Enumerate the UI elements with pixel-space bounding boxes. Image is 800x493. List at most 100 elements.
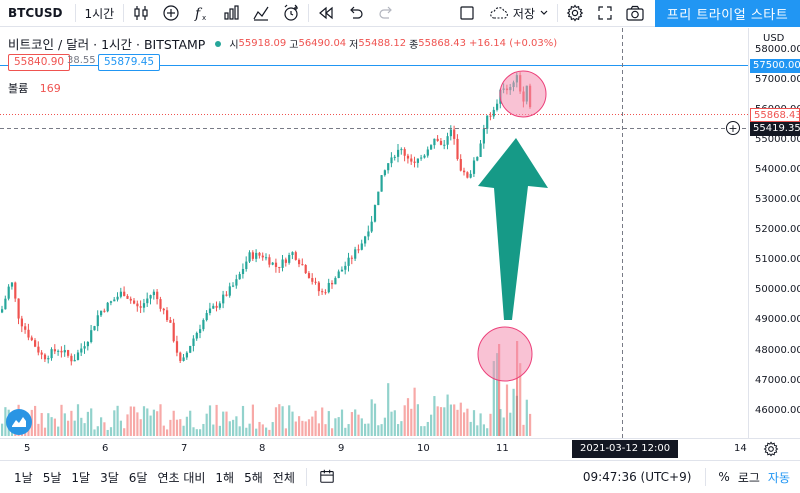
candle-body <box>496 103 499 110</box>
volume-bar <box>512 388 515 436</box>
log-toggle[interactable]: 로그 <box>737 470 760 485</box>
volume-bar <box>43 427 47 436</box>
range-button[interactable]: 1달 <box>71 470 91 485</box>
candle-body <box>37 346 40 353</box>
volume-bar <box>311 416 314 436</box>
volume-bar <box>278 404 281 436</box>
volume-bar <box>436 406 439 436</box>
candle-body <box>14 282 17 299</box>
candle-body <box>225 294 228 296</box>
candle-body <box>373 205 377 222</box>
add-compare-icon[interactable] <box>156 0 186 27</box>
candle-body <box>235 279 238 286</box>
volume-bar <box>218 425 221 436</box>
gear-icon[interactable] <box>560 0 590 27</box>
templates-icon[interactable] <box>246 0 276 27</box>
volume-bar <box>215 404 218 436</box>
range-button[interactable]: 1해 <box>215 470 235 485</box>
camera-icon[interactable] <box>620 0 650 27</box>
save-button[interactable]: 저장 <box>482 0 555 27</box>
range-button[interactable]: 5날 <box>42 470 62 485</box>
candle-body <box>472 160 476 174</box>
candle-body <box>241 268 245 275</box>
tradingview-logo[interactable] <box>6 409 32 435</box>
crosshair-plus-icon[interactable]: + <box>726 121 740 135</box>
volume-bar <box>426 421 429 436</box>
candle-body <box>413 161 416 163</box>
volume-bar <box>420 426 423 436</box>
candle-body <box>179 352 182 361</box>
candle-body <box>30 337 33 341</box>
chart-pane[interactable]: 비트코인 / 달러 · 1시간 · BITSTAMP 시 55918.09 고 … <box>0 28 748 438</box>
range-button[interactable]: 6달 <box>128 470 148 485</box>
volume-bar <box>202 423 205 436</box>
percent-toggle[interactable]: % <box>718 470 730 484</box>
fullscreen-icon[interactable] <box>590 0 620 27</box>
range-button[interactable]: 1날 <box>14 470 33 485</box>
bid-badge[interactable]: 55840.90 <box>8 54 71 71</box>
volume-bar <box>390 411 393 436</box>
candle-body <box>423 155 426 158</box>
volume-bar <box>321 407 324 436</box>
candle-body <box>175 341 179 353</box>
candle-body <box>476 156 479 161</box>
undo-icon[interactable] <box>341 0 371 27</box>
redo-icon[interactable] <box>371 0 401 27</box>
candles-icon[interactable] <box>126 0 156 27</box>
candle-body <box>162 308 165 311</box>
auto-toggle[interactable]: 자동 <box>767 470 790 485</box>
highlight-circle-volume <box>477 326 533 382</box>
volume-bar <box>291 411 294 436</box>
volume-bar <box>430 414 433 436</box>
volume-bar <box>57 426 60 436</box>
alert-icon[interactable] <box>276 0 306 27</box>
clock-timezone[interactable]: 09:47:36 (UTC+9) <box>582 470 692 484</box>
volume-bar <box>284 428 287 436</box>
volume-bar <box>245 427 248 436</box>
candle-body <box>60 350 63 353</box>
volume-bar <box>443 407 446 436</box>
volume-legend: 볼륨 169 <box>8 80 61 96</box>
time-axis-gear-icon[interactable] <box>763 441 779 461</box>
volume-bar <box>67 420 70 436</box>
volume-bar <box>360 418 363 436</box>
candle-body <box>469 173 472 178</box>
range-button[interactable]: 5해 <box>244 470 263 485</box>
ask-badge[interactable]: 55879.45 <box>98 54 161 71</box>
volume-bar <box>486 428 489 436</box>
candle-body <box>307 273 311 279</box>
range-button[interactable]: 3달 <box>100 470 119 485</box>
volume-bar <box>228 421 231 436</box>
financials-icon[interactable] <box>216 0 246 27</box>
candle-body <box>24 326 27 330</box>
symbol-search[interactable]: BTCUSD <box>8 6 63 20</box>
price-axis[interactable]: USD 58000.0057000.0056000.0055000.005400… <box>748 28 800 438</box>
volume-bar <box>456 409 459 436</box>
layout-icon[interactable] <box>452 0 482 27</box>
volume-bar <box>34 405 37 436</box>
range-button[interactable]: 전체 <box>272 470 295 485</box>
price-tick: 54000.00 <box>755 164 800 176</box>
candle-body <box>80 348 83 353</box>
candle-body <box>149 295 152 299</box>
free-trial-button[interactable]: 프리 트라이얼 스타트 <box>655 0 800 27</box>
toolbar-divider <box>308 4 310 22</box>
replay-icon[interactable] <box>311 0 341 27</box>
candle-body <box>400 149 403 151</box>
candle-body <box>245 261 248 269</box>
goto-date-icon[interactable] <box>319 468 335 487</box>
candle-body <box>436 138 439 141</box>
interval-button[interactable]: 1시간 <box>84 6 115 21</box>
volume-bar <box>525 399 528 436</box>
candle-body <box>4 298 7 310</box>
volume-bar <box>294 421 297 436</box>
volume-bar <box>83 423 86 436</box>
volume-bar <box>489 413 492 436</box>
candle-body <box>357 249 360 251</box>
candle-body <box>337 271 340 279</box>
candle-body <box>350 257 353 259</box>
candlestick-chart[interactable] <box>0 28 748 438</box>
time-axis[interactable]: 5 6 7 8 9 10 11 14 2021-03-12 12:00 <box>0 438 800 460</box>
range-button[interactable]: 연초 대비 <box>157 470 206 485</box>
